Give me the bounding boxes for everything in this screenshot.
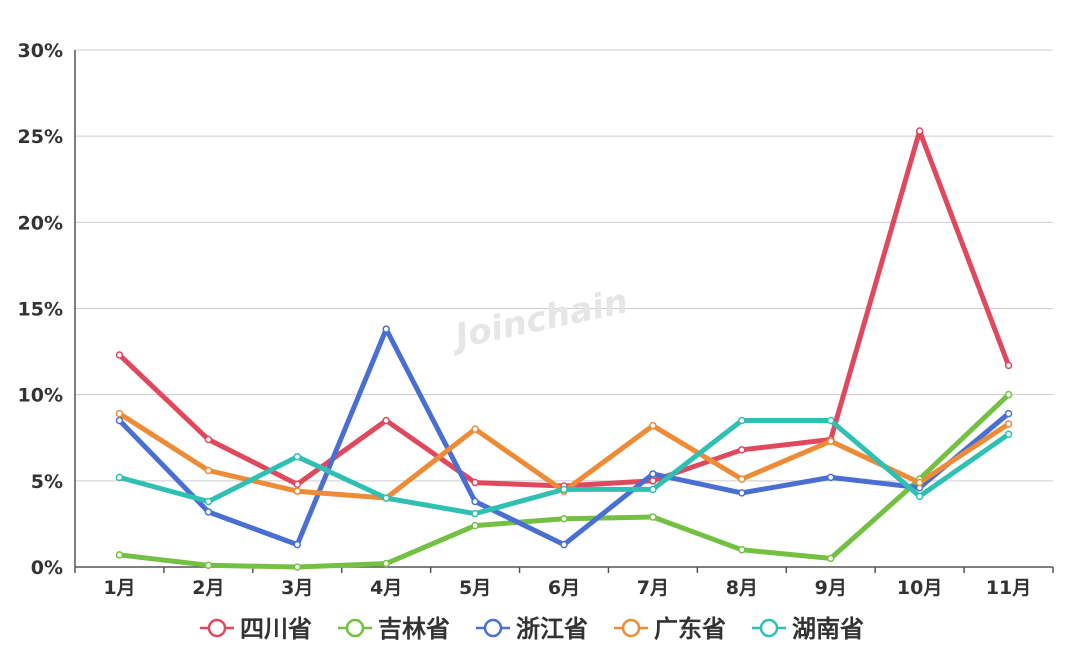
data-point bbox=[1004, 420, 1013, 428]
data-point bbox=[471, 497, 479, 506]
legend-item: 吉林省 bbox=[338, 615, 450, 643]
legend-item: 湖南省 bbox=[752, 615, 864, 643]
data-point bbox=[649, 513, 657, 521]
data-point bbox=[915, 478, 924, 487]
data-point bbox=[293, 540, 302, 549]
legend-item: 广东省 bbox=[614, 615, 726, 643]
x-tick-label: 1月 bbox=[103, 577, 135, 599]
data-point bbox=[560, 485, 568, 494]
x-tick-label: 11月 bbox=[986, 577, 1031, 599]
legend-marker bbox=[759, 618, 779, 638]
data-point bbox=[826, 437, 835, 445]
data-point bbox=[115, 416, 124, 425]
y-tick-label: 5% bbox=[31, 471, 63, 493]
y-tick-label: 0% bbox=[31, 557, 63, 579]
y-tick-label: 15% bbox=[18, 299, 63, 321]
data-point bbox=[115, 551, 124, 559]
x-tick-label: 8月 bbox=[726, 577, 758, 599]
data-point bbox=[382, 416, 390, 425]
data-point bbox=[115, 351, 124, 359]
series-lines bbox=[115, 127, 1013, 571]
data-point bbox=[1004, 409, 1013, 418]
data-point bbox=[915, 492, 924, 501]
x-tick-label: 7月 bbox=[637, 577, 669, 599]
data-point bbox=[738, 546, 746, 554]
legend-marker bbox=[483, 618, 503, 638]
data-point bbox=[293, 452, 302, 461]
axes: 0% 5% 10% 15% 20% 25% 30% 1月 2月 3月 4月 5月 6月 7月 8月 9月 10月… bbox=[18, 40, 1054, 599]
data-point bbox=[471, 425, 479, 433]
data-point bbox=[649, 485, 657, 494]
y-tick-label: 20% bbox=[18, 212, 63, 234]
data-point bbox=[560, 514, 568, 523]
x-tick-label: 5月 bbox=[459, 577, 491, 599]
data-point bbox=[649, 477, 657, 485]
data-point bbox=[560, 540, 568, 549]
data-point bbox=[115, 473, 124, 482]
data-point bbox=[204, 497, 213, 506]
data-point bbox=[471, 509, 479, 518]
legend-label: 浙江省 bbox=[516, 615, 588, 643]
legend: 四川省 吉林省 浙江省 广东省 湖南省 bbox=[200, 615, 864, 643]
data-point bbox=[382, 559, 390, 568]
data-point bbox=[204, 466, 213, 475]
series-line bbox=[117, 326, 1011, 548]
data-point bbox=[382, 494, 390, 502]
data-point bbox=[115, 409, 124, 418]
data-point bbox=[1004, 430, 1013, 439]
data-point bbox=[738, 446, 746, 454]
legend-label: 吉林省 bbox=[378, 615, 450, 643]
data-point bbox=[826, 473, 835, 482]
data-point bbox=[649, 421, 657, 430]
legend-marker bbox=[345, 618, 365, 638]
data-point bbox=[826, 554, 835, 563]
grid-lines bbox=[75, 49, 1053, 482]
data-point bbox=[471, 478, 479, 487]
data-point bbox=[738, 475, 746, 483]
data-point bbox=[293, 563, 302, 571]
y-tick-label: 30% bbox=[18, 40, 63, 62]
legend-label: 四川省 bbox=[240, 615, 312, 643]
series-line bbox=[117, 418, 1011, 517]
data-point bbox=[649, 470, 657, 478]
data-point bbox=[471, 521, 479, 530]
data-point bbox=[204, 561, 213, 570]
y-tick-label: 25% bbox=[18, 126, 63, 148]
x-tick-label: 10月 bbox=[897, 577, 942, 599]
legend-marker bbox=[207, 618, 227, 638]
x-tick-label: 9月 bbox=[815, 577, 847, 599]
data-point bbox=[915, 127, 924, 135]
watermark: Joinchain bbox=[446, 281, 631, 358]
data-point bbox=[1004, 390, 1013, 399]
x-tick-label: 2月 bbox=[192, 577, 224, 599]
data-point bbox=[738, 416, 746, 425]
x-tick-label: 4月 bbox=[370, 577, 402, 599]
data-point bbox=[826, 416, 835, 425]
data-point bbox=[1004, 361, 1013, 370]
data-point bbox=[204, 508, 213, 516]
legend-label: 湖南省 bbox=[792, 615, 864, 643]
legend-item: 浙江省 bbox=[476, 615, 588, 643]
data-point bbox=[204, 435, 213, 444]
data-point bbox=[293, 480, 302, 489]
y-tick-label: 10% bbox=[18, 385, 63, 407]
legend-marker bbox=[621, 618, 641, 638]
data-point bbox=[738, 489, 746, 497]
legend-item: 四川省 bbox=[200, 615, 312, 643]
x-tick-label: 3月 bbox=[281, 577, 313, 599]
data-point bbox=[293, 487, 302, 495]
x-tick-label: 6月 bbox=[548, 577, 580, 599]
data-point bbox=[382, 325, 390, 333]
legend-label: 广东省 bbox=[654, 615, 726, 643]
